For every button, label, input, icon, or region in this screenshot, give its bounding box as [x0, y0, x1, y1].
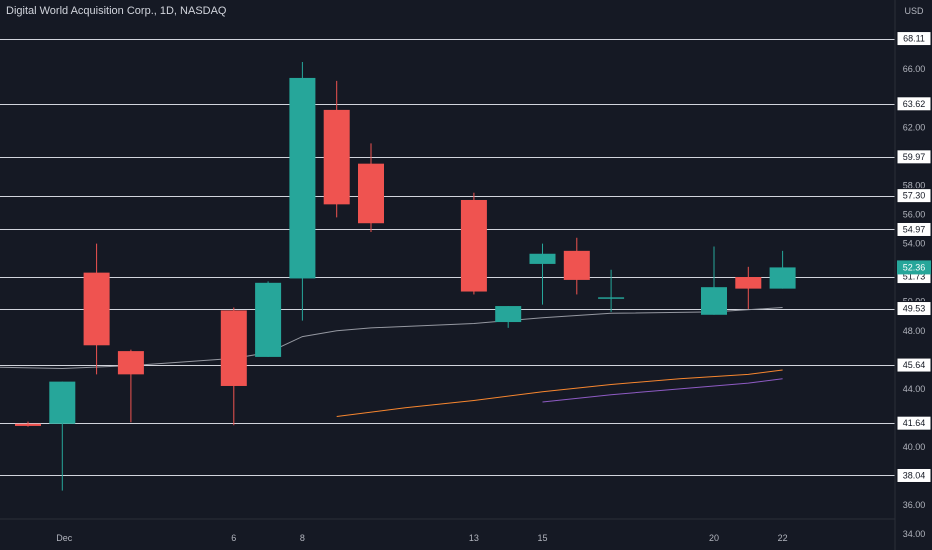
candle-body — [255, 282, 282, 357]
price-tick-label: 62.00 — [903, 122, 926, 132]
price-level-tag-label: 59.97 — [903, 152, 926, 162]
price-tick-label: 54.00 — [903, 239, 926, 249]
candle-body — [15, 423, 41, 426]
price-level-tag-label: 68.11 — [903, 34, 925, 44]
time-tick-label: 8 — [300, 533, 305, 543]
price-level-tag — [896, 31, 932, 47]
candle — [460, 192, 487, 295]
price-level-tag-label: 63.62 — [903, 99, 926, 109]
candle — [15, 421, 41, 427]
candle — [598, 269, 625, 312]
horizontal-levels — [0, 39, 895, 476]
candle — [323, 80, 350, 218]
last-price-label: 52.36 — [903, 262, 926, 272]
price-level-tag-label: 45.64 — [903, 360, 926, 370]
price-tick-label: 66.00 — [903, 64, 926, 74]
candle-body — [358, 163, 384, 224]
candle-body — [701, 287, 727, 315]
price-level-tag-label: 38.04 — [903, 470, 926, 480]
price-level-tags: 68.11 63.62 59.97 57.30 54.97 51.73 49.53 45.64… — [896, 31, 932, 483]
candle — [255, 281, 282, 357]
candle-body — [49, 381, 76, 424]
candle-body — [495, 306, 522, 323]
price-level-tag-label: 49.53 — [903, 304, 926, 314]
time-tick-label: 20 — [709, 533, 719, 543]
price-level-tag-label: 41.64 — [903, 418, 926, 428]
candles — [15, 61, 796, 491]
last-price-tag — [897, 260, 931, 275]
moving-average-line — [542, 378, 783, 403]
price-tick-label: 48.00 — [903, 326, 926, 336]
candle-body — [117, 351, 144, 375]
moving-average-line — [336, 369, 783, 417]
price-tick-label: 36.00 — [903, 500, 926, 510]
price-tick-label: 40.00 — [903, 442, 926, 452]
time-tick-label: 22 — [778, 533, 788, 543]
candle — [220, 307, 247, 426]
candle-body — [563, 250, 590, 280]
candle — [49, 381, 76, 491]
price-level-tag-label: 51.73 — [903, 272, 926, 282]
candle-body — [735, 277, 762, 289]
candle — [117, 349, 144, 423]
candle — [289, 61, 316, 321]
candle — [83, 243, 110, 375]
time-tick-label: Dec — [56, 533, 73, 543]
price-level-tag — [896, 149, 932, 165]
axis-frame — [0, 0, 896, 550]
price-tick-label: 44.00 — [903, 384, 926, 394]
price-level-tag — [896, 415, 932, 431]
candle-body — [289, 77, 316, 279]
candle — [735, 266, 762, 309]
price-tick-label: 56.00 — [903, 210, 926, 220]
price-level-tag-label: 54.97 — [903, 224, 926, 234]
price-tick-label: 58.00 — [903, 180, 926, 190]
time-tick-label: 13 — [469, 533, 479, 543]
price-level-tag — [896, 188, 932, 204]
price-level-tag-label: 57.30 — [903, 191, 926, 201]
chart-title: Digital World Acquisition Corp., 1D, NAS… — [6, 5, 227, 17]
candle-body — [220, 310, 247, 386]
candle — [769, 250, 796, 289]
candle — [529, 243, 556, 305]
price-level-tag — [896, 96, 932, 112]
price-level-tag — [896, 221, 932, 237]
candle — [563, 237, 590, 295]
candle-body — [769, 267, 796, 289]
price-level-tag — [896, 301, 932, 317]
moving-average-line — [0, 307, 783, 370]
candle — [358, 143, 384, 232]
time-tick-label: 15 — [537, 533, 547, 543]
candle — [495, 306, 522, 328]
candle-body — [598, 297, 625, 299]
candle-body — [529, 253, 556, 264]
time-axis[interactable]: Dec6813152022272920225 — [56, 533, 932, 543]
time-tick-label: 6 — [231, 533, 236, 543]
price-level-tag — [896, 467, 932, 483]
price-tick-label: 34.00 — [903, 529, 926, 539]
candle-body — [83, 272, 110, 346]
candle — [701, 246, 727, 315]
candle-body — [323, 109, 350, 205]
candle-body — [460, 199, 487, 292]
currency-label: USD — [904, 6, 924, 16]
price-level-tag — [896, 357, 932, 373]
moving-average-lines — [0, 307, 783, 417]
